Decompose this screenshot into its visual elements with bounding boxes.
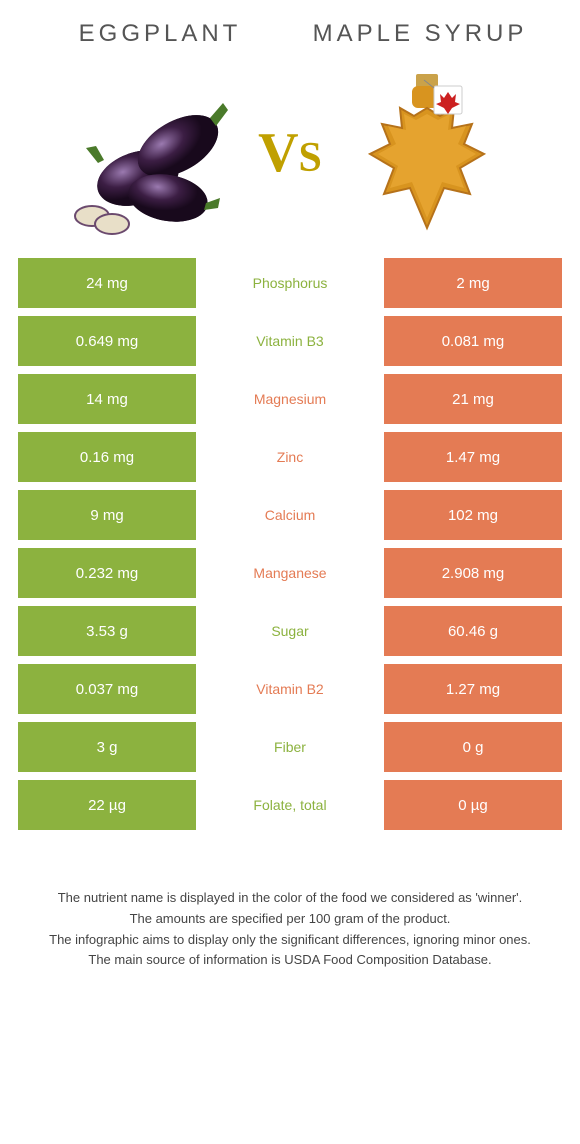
value-b: 21 mg [384, 374, 562, 424]
maple-syrup-image [342, 68, 512, 238]
nutrient-label: Vitamin B2 [196, 664, 384, 714]
value-a: 9 mg [18, 490, 196, 540]
value-a: 3 g [18, 722, 196, 772]
value-a: 0.037 mg [18, 664, 196, 714]
value-a: 0.649 mg [18, 316, 196, 366]
footnote-line: The nutrient name is displayed in the co… [24, 888, 556, 909]
footnote-line: The amounts are specified per 100 gram o… [24, 909, 556, 930]
vs-label: VS [258, 125, 322, 181]
table-row: 0.037 mgVitamin B21.27 mg [18, 664, 562, 714]
table-row: 0.232 mgManganese2.908 mg [18, 548, 562, 598]
nutrient-label: Zinc [196, 432, 384, 482]
header-row: EGGPLANT MAPLE SYRUP [0, 0, 580, 58]
maple-syrup-icon [362, 68, 492, 238]
table-row: 24 mgPhosphorus2 mg [18, 258, 562, 308]
food-a-title: EGGPLANT [30, 20, 290, 48]
value-b: 1.47 mg [384, 432, 562, 482]
footnote-line: The main source of information is USDA F… [24, 950, 556, 971]
eggplant-icon [68, 68, 238, 238]
food-b-title: MAPLE SYRUP [290, 20, 550, 48]
nutrient-label: Phosphorus [196, 258, 384, 308]
value-a: 0.232 mg [18, 548, 196, 598]
eggplant-image [68, 68, 238, 238]
footnotes: The nutrient name is displayed in the co… [0, 838, 580, 991]
value-b: 2 mg [384, 258, 562, 308]
table-row: 0.649 mgVitamin B30.081 mg [18, 316, 562, 366]
value-b: 2.908 mg [384, 548, 562, 598]
value-a: 14 mg [18, 374, 196, 424]
nutrient-label: Magnesium [196, 374, 384, 424]
value-b: 0 g [384, 722, 562, 772]
value-a: 3.53 g [18, 606, 196, 656]
value-b: 1.27 mg [384, 664, 562, 714]
footnote-line: The infographic aims to display only the… [24, 930, 556, 951]
value-b: 102 mg [384, 490, 562, 540]
nutrient-label: Folate, total [196, 780, 384, 830]
value-a: 22 µg [18, 780, 196, 830]
table-row: 22 µgFolate, total0 µg [18, 780, 562, 830]
table-row: 14 mgMagnesium21 mg [18, 374, 562, 424]
nutrient-label: Vitamin B3 [196, 316, 384, 366]
table-row: 3 gFiber0 g [18, 722, 562, 772]
hero-section: VS [0, 58, 580, 258]
comparison-table: 24 mgPhosphorus2 mg0.649 mgVitamin B30.0… [0, 258, 580, 830]
value-b: 60.46 g [384, 606, 562, 656]
nutrient-label: Calcium [196, 490, 384, 540]
nutrient-label: Manganese [196, 548, 384, 598]
value-a: 0.16 mg [18, 432, 196, 482]
value-a: 24 mg [18, 258, 196, 308]
table-row: 9 mgCalcium102 mg [18, 490, 562, 540]
value-b: 0 µg [384, 780, 562, 830]
nutrient-label: Sugar [196, 606, 384, 656]
nutrient-label: Fiber [196, 722, 384, 772]
value-b: 0.081 mg [384, 316, 562, 366]
table-row: 0.16 mgZinc1.47 mg [18, 432, 562, 482]
table-row: 3.53 gSugar60.46 g [18, 606, 562, 656]
